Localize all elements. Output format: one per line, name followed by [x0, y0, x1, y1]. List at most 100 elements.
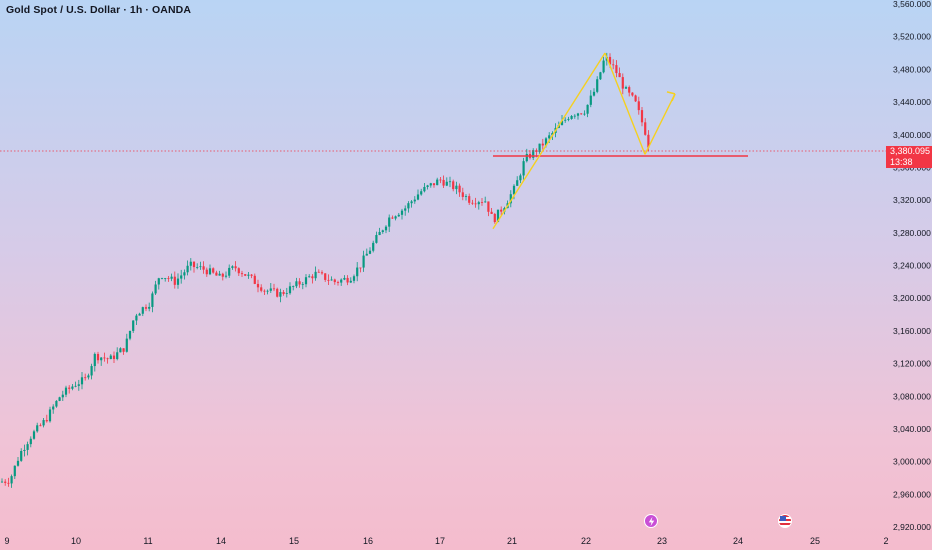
- candle-body: [551, 132, 554, 136]
- candle-body: [439, 179, 442, 181]
- candle-body: [413, 199, 416, 202]
- candle-body: [621, 77, 624, 89]
- candle-body: [573, 115, 576, 117]
- candle-body: [29, 438, 32, 445]
- candle-body: [285, 293, 288, 294]
- candle-body: [256, 283, 260, 288]
- candle-body: [189, 261, 192, 266]
- candle-body: [250, 274, 253, 276]
- candle-body: [647, 134, 650, 148]
- x-tick-label: 21: [507, 536, 517, 546]
- candle-body: [122, 348, 125, 352]
- candle-body: [138, 313, 141, 316]
- candle-body: [176, 278, 180, 285]
- candle-body: [602, 60, 605, 73]
- candle-body: [340, 279, 343, 283]
- candle-body: [205, 269, 208, 275]
- candle-body: [391, 217, 394, 219]
- candle-body: [624, 87, 628, 89]
- candle-body: [474, 203, 477, 205]
- candle-body: [407, 203, 410, 209]
- candle-body: [141, 307, 144, 314]
- x-tick-label: 2: [883, 536, 888, 546]
- x-tick-label: 25: [810, 536, 820, 546]
- candle-body: [45, 420, 48, 422]
- candle-body: [157, 278, 160, 285]
- candle-body: [442, 179, 445, 186]
- candle-body: [368, 250, 372, 254]
- candle-body: [496, 209, 500, 223]
- candle-body: [480, 202, 484, 203]
- candle-body: [615, 65, 618, 74]
- candle-body: [343, 277, 346, 280]
- candle-body: [135, 315, 138, 321]
- candle-body: [228, 267, 231, 276]
- candle-body: [311, 276, 314, 279]
- candle-body: [298, 281, 301, 285]
- candle-body: [42, 420, 45, 426]
- candle-body: [436, 179, 439, 186]
- candle-body: [170, 276, 173, 279]
- candle-body: [164, 278, 167, 279]
- candle-body: [16, 460, 20, 466]
- candle-body: [532, 150, 535, 158]
- x-tick-label: 22: [581, 536, 591, 546]
- candle-body: [560, 120, 564, 125]
- us-flag-icon[interactable]: [778, 514, 792, 528]
- candle-body: [192, 261, 196, 268]
- candle-body: [637, 101, 640, 111]
- candle-body: [224, 275, 228, 277]
- y-tick-label: 3,120.000: [893, 359, 931, 369]
- candle-body: [202, 266, 205, 270]
- candle-body: [349, 280, 352, 283]
- candle-body: [160, 278, 164, 279]
- candle-body: [100, 357, 103, 361]
- candle-body: [64, 387, 68, 395]
- candle-body: [378, 231, 381, 236]
- candle-body: [429, 183, 432, 186]
- candle-body: [525, 153, 528, 162]
- x-tick-label: 16: [363, 536, 373, 546]
- candle-body: [570, 115, 573, 119]
- candle-body: [477, 202, 480, 205]
- candle-body: [186, 265, 189, 273]
- candle-body: [567, 118, 570, 120]
- candle-body: [173, 276, 176, 285]
- candle-body: [324, 273, 327, 280]
- candle-body: [26, 444, 29, 450]
- candle-body: [167, 278, 170, 279]
- candle-body: [599, 72, 602, 80]
- candle-body: [295, 281, 298, 287]
- candle-body: [221, 273, 224, 277]
- candle-body: [426, 185, 429, 187]
- projection-arrowhead: [666, 91, 676, 102]
- candle-body: [301, 284, 304, 286]
- candle-body: [109, 355, 112, 360]
- candle-body: [304, 277, 308, 285]
- candle-body: [61, 394, 64, 398]
- candle-body: [423, 186, 426, 192]
- x-tick-label: 15: [289, 536, 299, 546]
- candle-body: [516, 180, 519, 186]
- candle-body: [90, 366, 93, 376]
- candle-body: [7, 482, 10, 484]
- candle-body: [71, 386, 74, 389]
- y-tick-label: 3,480.000: [893, 64, 931, 74]
- candle-body: [327, 279, 330, 281]
- candle-body: [384, 226, 388, 231]
- candle-body: [282, 292, 285, 294]
- lightning-icon[interactable]: [644, 514, 658, 528]
- candle-body: [103, 357, 106, 359]
- candle-body: [612, 64, 615, 66]
- candle-body: [4, 481, 7, 483]
- candle-body: [484, 201, 487, 203]
- candle-body: [148, 306, 151, 309]
- candle-body: [253, 275, 256, 284]
- candle-body: [0, 481, 4, 483]
- candle-body: [583, 113, 586, 115]
- chart-title: Gold Spot / U.S. Dollar · 1h · OANDA: [6, 4, 192, 16]
- candle-body: [240, 273, 244, 275]
- y-tick-label: 3,000.000: [893, 457, 931, 467]
- projection-arrow-line: [644, 93, 676, 155]
